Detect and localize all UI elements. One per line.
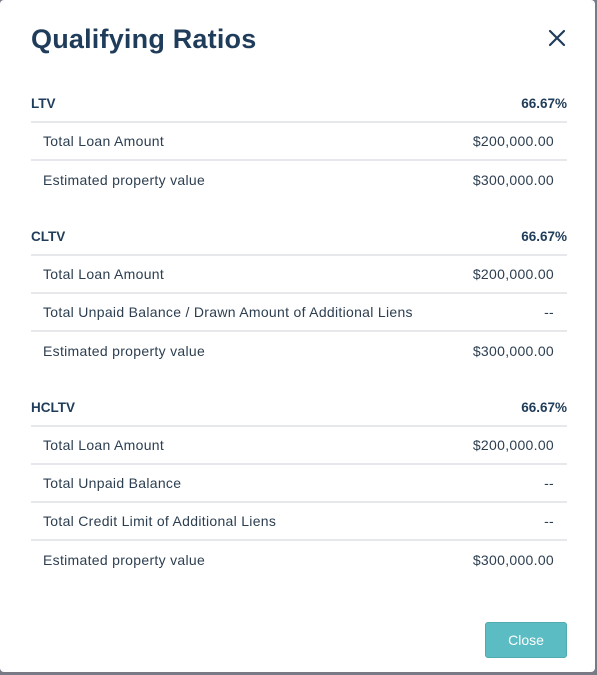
row-label: Total Unpaid Balance: [43, 475, 182, 491]
row-label: Estimated property value: [43, 172, 206, 188]
close-icon[interactable]: [546, 27, 568, 49]
row-value: $300,000.00: [472, 343, 554, 359]
row-label: Total Unpaid Balance / Drawn Amount of A…: [43, 304, 413, 320]
row-value: $200,000.00: [472, 437, 554, 453]
section-header: HCLTV 66.67%: [31, 389, 567, 427]
ratio-row: Total Loan Amount $200,000.00: [31, 427, 567, 465]
section-label: LTV: [31, 95, 56, 111]
row-value: $300,000.00: [472, 172, 554, 188]
close-button[interactable]: Close: [485, 622, 567, 658]
cltv-section: CLTV 66.67% Total Loan Amount $200,000.0…: [31, 218, 567, 370]
ratio-row: Estimated property value $300,000.00: [31, 332, 567, 370]
dialog-title: Qualifying Ratios: [31, 24, 257, 54]
ratio-row: Total Loan Amount $200,000.00: [31, 256, 567, 294]
ltv-section: LTV 66.67% Total Loan Amount $200,000.00…: [31, 85, 567, 199]
row-label: Total Credit Limit of Additional Liens: [43, 513, 277, 529]
row-label: Estimated property value: [43, 552, 206, 568]
ratio-row: Total Unpaid Balance --: [31, 465, 567, 503]
ratio-row: Total Credit Limit of Additional Liens -…: [31, 503, 567, 541]
ratio-row: Total Unpaid Balance / Drawn Amount of A…: [31, 294, 567, 332]
ratios-content: LTV 66.67% Total Loan Amount $200,000.00…: [31, 85, 567, 598]
row-value: --: [544, 475, 554, 491]
row-label: Total Loan Amount: [43, 133, 165, 149]
ratio-row: Estimated property value $300,000.00: [31, 541, 567, 579]
section-label: HCLTV: [31, 399, 75, 415]
section-ratio-value: 66.67%: [521, 95, 567, 111]
ratio-row: Total Loan Amount $200,000.00: [31, 123, 567, 161]
section-ratio-value: 66.67%: [521, 228, 567, 244]
hcltv-section: HCLTV 66.67% Total Loan Amount $200,000.…: [31, 389, 567, 579]
row-value: $200,000.00: [472, 133, 554, 149]
section-label: CLTV: [31, 228, 66, 244]
section-header: CLTV 66.67%: [31, 218, 567, 256]
row-label: Total Loan Amount: [43, 437, 165, 453]
row-value: $200,000.00: [472, 266, 554, 282]
row-label: Total Loan Amount: [43, 266, 165, 282]
row-value: --: [544, 304, 554, 320]
row-label: Estimated property value: [43, 343, 206, 359]
section-ratio-value: 66.67%: [521, 399, 567, 415]
ratio-row: Estimated property value $300,000.00: [31, 161, 567, 199]
section-header: LTV 66.67%: [31, 85, 567, 123]
row-value: $300,000.00: [472, 552, 554, 568]
row-value: --: [544, 513, 554, 529]
